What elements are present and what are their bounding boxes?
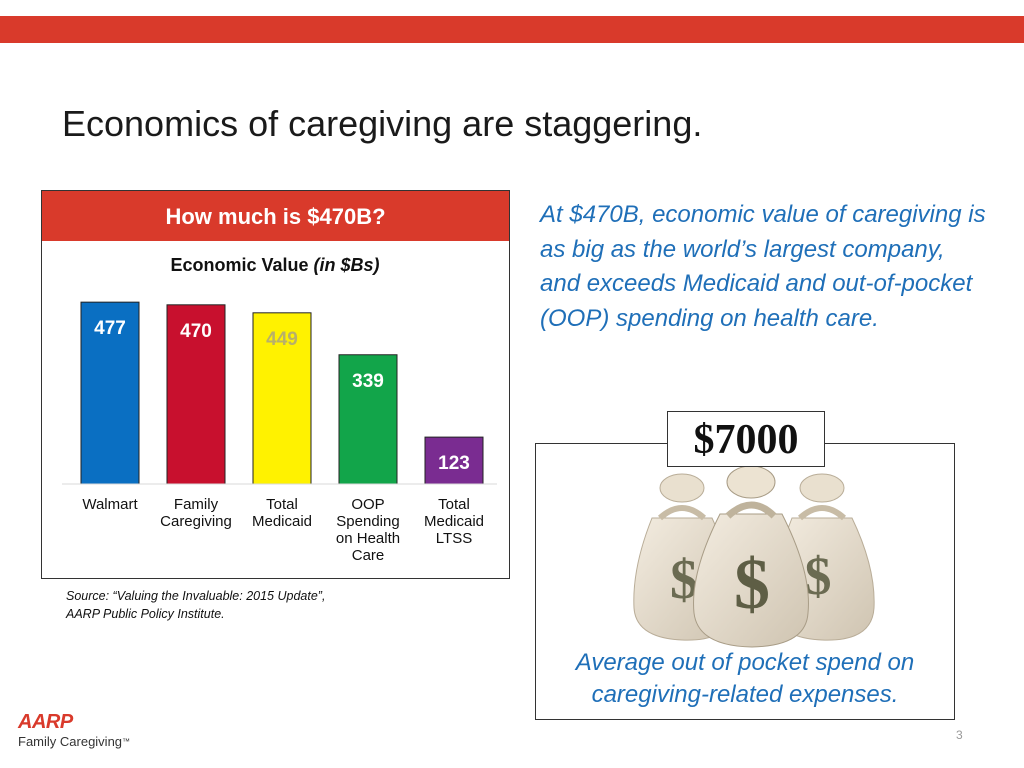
bars-group: 477 470 449 339 123: [80, 301, 484, 485]
money-bags-icon: $ $ $: [633, 465, 875, 648]
data-label-4: 123: [438, 453, 470, 474]
x-tick-label-4: Total Medicaid LTSS: [424, 496, 484, 547]
aarp-logo: AARP Family Caregiving™: [18, 712, 130, 750]
source-line-2: AARP Public Policy Institute.: [66, 607, 225, 621]
caption-line-1: Average out of pocket spend on: [575, 649, 915, 676]
source-line-1: Source: “Valuing the Invaluable: 2015 Up…: [66, 589, 326, 603]
x-tick-labels: Walmart Family Caregiving Total Medicaid OOP S…: [82, 496, 484, 564]
bar-2: [252, 312, 312, 485]
aarp-logo-wordmark: AARP: [18, 711, 73, 733]
bar-3: [338, 354, 398, 485]
x-tick-label-3: OOP Spending on Health Care: [336, 496, 400, 564]
data-label-1: 470: [180, 321, 212, 342]
economic-value-statement: At $470B, economic value of caregiving i…: [540, 201, 986, 332]
bag-symbol-center: $: [734, 544, 770, 624]
slide-title: Economics of caregiving are staggering.: [62, 103, 703, 144]
amount-badge: $7000: [667, 411, 825, 467]
money-bag-caption: Average out of pocket spend on caregivin…: [537, 647, 953, 711]
chart-title-main: Economic Value: [170, 255, 308, 275]
x-tick-label-1: Family Caregiving: [160, 496, 232, 530]
bar-1: [166, 304, 226, 485]
page-number: 3: [956, 728, 963, 742]
bar-chart: Economic Value (in $Bs) 477 470 449339123 …: [62, 255, 497, 564]
bar-0: [80, 301, 140, 485]
data-label-3: 339: [352, 371, 384, 392]
x-tick-label-0: Walmart: [82, 496, 138, 513]
aarp-logo-subtitle-text: Family Caregiving: [18, 734, 123, 749]
money-bag-center: $: [693, 465, 809, 648]
chart-panel: How much is $470B? Economic Value (in $B…: [41, 190, 510, 579]
chart-title: Economic Value (in $Bs): [170, 255, 379, 275]
chart-panel-header: How much is $470B?: [42, 191, 509, 241]
bag-symbol-right: $: [805, 546, 832, 606]
aarp-logo-subtitle: Family Caregiving™: [18, 734, 130, 750]
x-tick-label-2: Total Medicaid: [252, 496, 312, 530]
data-label-2: 449: [266, 329, 298, 350]
data-label-0: 477: [94, 318, 126, 339]
source-citation: Source: “Valuing the Invaluable: 2015 Up…: [66, 587, 325, 623]
top-accent-bar: [0, 16, 1024, 43]
caption-line-2: caregiving-related expenses.: [591, 681, 899, 708]
aarp-logo-tm: ™: [122, 737, 131, 746]
chart-title-unit: (in $Bs): [314, 255, 380, 275]
